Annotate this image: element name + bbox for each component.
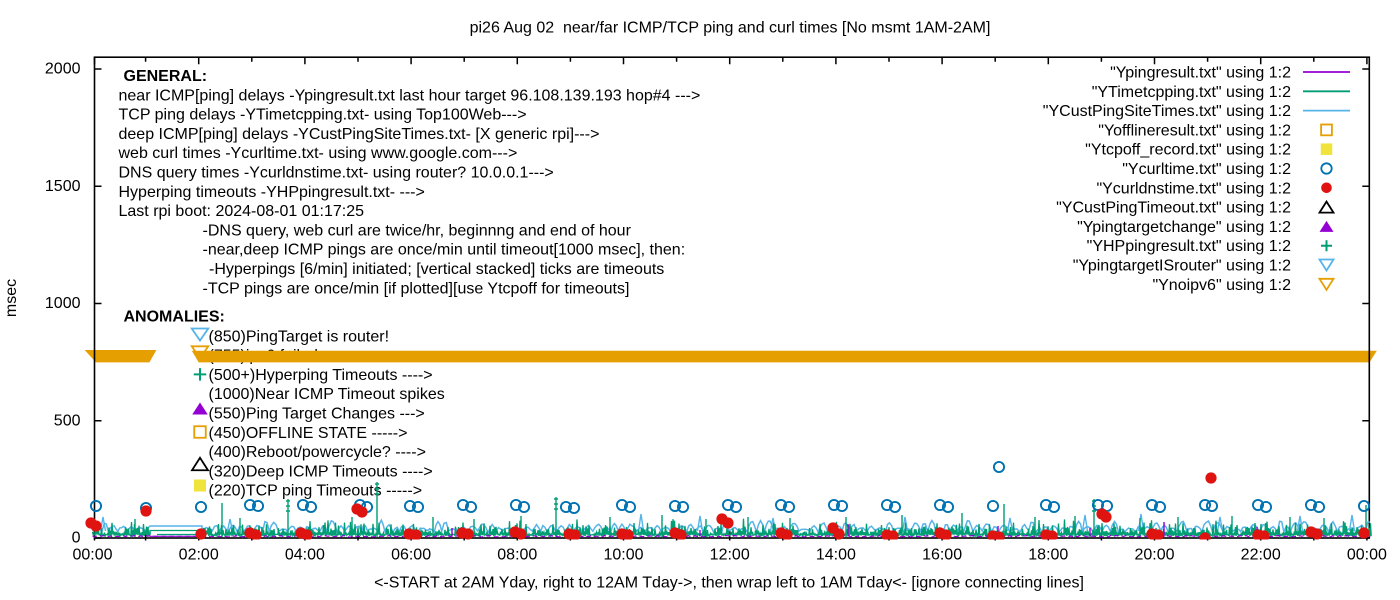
svg-text:02:00: 02:00 bbox=[179, 547, 219, 564]
svg-text:12:00: 12:00 bbox=[710, 547, 750, 564]
svg-text:pi26 Aug 02 near/far ICMP/TCP: pi26 Aug 02 near/far ICMP/TCP ping and c… bbox=[470, 20, 991, 37]
svg-text:Last rpi boot: 2024-08-01 01:1: Last rpi boot: 2024-08-01 01:17:25 bbox=[119, 203, 365, 220]
svg-text:near ICMP[ping] delays -Ypingr: near ICMP[ping] delays -Ypingresult.txt … bbox=[119, 87, 701, 104]
svg-text:(550)Ping Target Changes --->: (550)Ping Target Changes ---> bbox=[209, 406, 425, 423]
svg-text:16:00: 16:00 bbox=[922, 547, 962, 564]
svg-text:(500+)Hyperping Timeouts ---->: (500+)Hyperping Timeouts ----> bbox=[209, 367, 433, 384]
svg-text:"YHPpingresult.txt" using 1:2: "YHPpingresult.txt" using 1:2 bbox=[1087, 238, 1291, 255]
svg-text:(320)Deep ICMP Timeouts ---->: (320)Deep ICMP Timeouts ----> bbox=[209, 463, 433, 480]
svg-text:04:00: 04:00 bbox=[285, 547, 325, 564]
svg-text:-TCP pings are once/min [if pl: -TCP pings are once/min [if plotted][use… bbox=[203, 280, 630, 297]
svg-text:(450)OFFLINE STATE ----->: (450)OFFLINE STATE -----> bbox=[209, 425, 408, 442]
svg-text:"Ytcpoff_record.txt" using 1:2: "Ytcpoff_record.txt" using 1:2 bbox=[1085, 142, 1291, 159]
svg-text:1500: 1500 bbox=[45, 178, 81, 195]
svg-text:<-START at 2AM Yday, right to: <-START at 2AM Yday, right to 12AM Tday-… bbox=[374, 575, 1084, 592]
svg-text:00:00: 00:00 bbox=[1347, 547, 1387, 564]
svg-text:18:00: 18:00 bbox=[1028, 547, 1068, 564]
svg-text:(850)PingTarget is router!: (850)PingTarget is router! bbox=[209, 328, 390, 345]
svg-text:22:00: 22:00 bbox=[1241, 547, 1281, 564]
svg-text:DNS query times -Ycurldnstime.: DNS query times -Ycurldnstime.txt- using… bbox=[119, 165, 554, 182]
svg-text:web curl times -Ycurltime.txt-: web curl times -Ycurltime.txt- using www… bbox=[118, 145, 518, 162]
svg-text:"Yofflineresult.txt" using 1:2: "Yofflineresult.txt" using 1:2 bbox=[1098, 122, 1291, 139]
svg-text:500: 500 bbox=[54, 412, 81, 429]
svg-text:"Ynoipv6" using 1:2: "Ynoipv6" using 1:2 bbox=[1152, 277, 1291, 294]
svg-text:10:00: 10:00 bbox=[603, 547, 643, 564]
svg-text:-Hyperpings [6/min] initiated;: -Hyperpings [6/min] initiated; [vertical… bbox=[209, 261, 664, 278]
svg-text:GENERAL:: GENERAL: bbox=[124, 68, 208, 85]
svg-text:"Ypingtargetchange" using 1:2: "Ypingtargetchange" using 1:2 bbox=[1077, 219, 1291, 236]
svg-text:14:00: 14:00 bbox=[816, 547, 856, 564]
svg-text:"Ycurldnstime.txt" using 1:2: "Ycurldnstime.txt" using 1:2 bbox=[1096, 180, 1291, 197]
svg-text:"YCustPingSiteTimes.txt" using: "YCustPingSiteTimes.txt" using 1:2 bbox=[1043, 103, 1291, 120]
svg-text:(220)TCP ping Timeouts ----->: (220)TCP ping Timeouts -----> bbox=[209, 483, 423, 500]
svg-text:(1000)Near ICMP Timeout spikes: (1000)Near ICMP Timeout spikes bbox=[209, 386, 445, 403]
svg-text:-near,deep ICMP pings are once: -near,deep ICMP pings are once/min until… bbox=[203, 242, 686, 259]
svg-text:"YTimetcpping.txt" using 1:2: "YTimetcpping.txt" using 1:2 bbox=[1092, 84, 1291, 101]
svg-text:00:00: 00:00 bbox=[72, 547, 112, 564]
svg-text:deep ICMP[ping] delays -YCustP: deep ICMP[ping] delays -YCustPingSiteTim… bbox=[119, 126, 600, 143]
svg-text:06:00: 06:00 bbox=[391, 547, 431, 564]
svg-text:0: 0 bbox=[72, 530, 81, 547]
svg-text:Hyperping timeouts -YHPpingres: Hyperping timeouts -YHPpingresult.txt- -… bbox=[119, 184, 425, 201]
svg-text:1000: 1000 bbox=[45, 295, 81, 312]
svg-text:"Ycurltime.txt" using 1:2: "Ycurltime.txt" using 1:2 bbox=[1122, 161, 1291, 178]
svg-text:"Ypingresult.txt" using 1:2: "Ypingresult.txt" using 1:2 bbox=[1110, 65, 1291, 82]
svg-text:20:00: 20:00 bbox=[1134, 547, 1174, 564]
svg-text:(400)Reboot/powercycle? ---->: (400)Reboot/powercycle? ----> bbox=[209, 444, 426, 461]
svg-text:ANOMALIES:: ANOMALIES: bbox=[124, 309, 225, 326]
svg-text:"YCustPingTimeout.txt" using 1: "YCustPingTimeout.txt" using 1:2 bbox=[1056, 200, 1291, 217]
svg-text:msec: msec bbox=[3, 279, 20, 317]
svg-text:-DNS query, web curl are twice: -DNS query, web curl are twice/hr, begin… bbox=[203, 222, 632, 239]
svg-text:"YpingtargetISrouter" using 1:: "YpingtargetISrouter" using 1:2 bbox=[1073, 258, 1291, 275]
svg-text:2000: 2000 bbox=[45, 61, 81, 78]
svg-text:TCP ping delays -YTimetcpping.: TCP ping delays -YTimetcpping.txt- using… bbox=[119, 107, 527, 124]
svg-text:08:00: 08:00 bbox=[497, 547, 537, 564]
